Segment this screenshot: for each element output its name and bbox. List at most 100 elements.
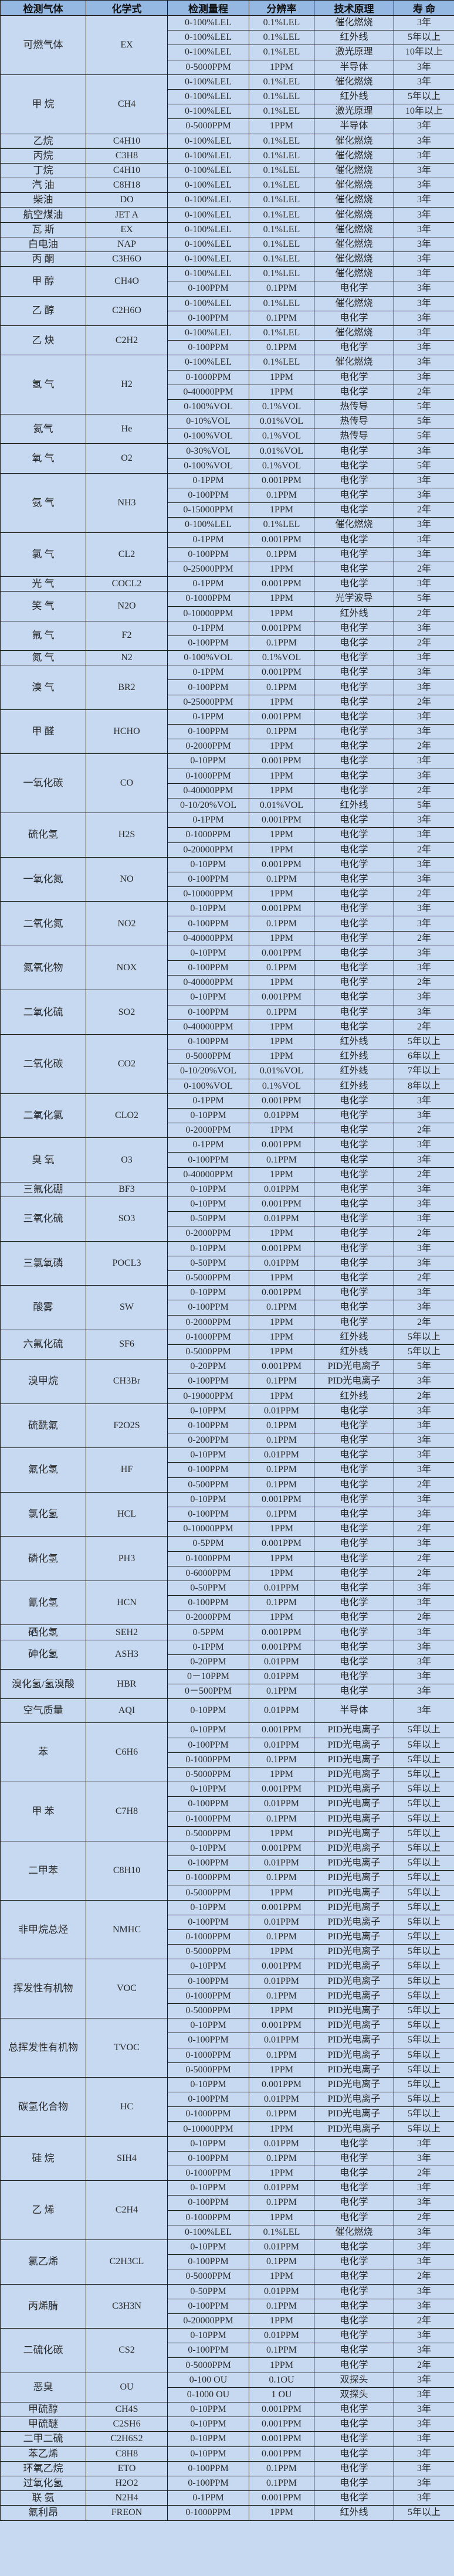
range-cell: 0-50PPM	[167, 2283, 249, 2299]
range-cell: 0-5000PPM	[167, 1049, 249, 1065]
lifespan-cell: 3年	[394, 2461, 454, 2476]
range-cell: 0-100 OU	[167, 2372, 249, 2388]
formula-cell: C3H3N	[86, 2283, 168, 2329]
principle-cell: 电化学	[314, 813, 394, 828]
table-row: 0-5000PPM 1PPM 电化学 2年	[1, 1270, 454, 1286]
formula-cell: HF	[86, 1447, 168, 1493]
lifespan-cell: 5年	[394, 414, 454, 430]
resolution-cell: 0.1PPM	[249, 487, 314, 504]
lifespan-cell: 2年	[394, 1226, 454, 1242]
range-cell: 0-100PPM	[167, 2461, 249, 2476]
resolution-cell: 0.1PPM	[249, 679, 314, 695]
principle-cell: 半导体	[314, 1698, 394, 1724]
lifespan-cell: 3年	[394, 251, 454, 267]
gas-name-cell: 丙 酮	[0, 251, 86, 267]
lifespan-cell: 3年	[394, 1432, 454, 1449]
table-row: 0-6000PPM 1PPM 电化学 2年	[1, 1565, 454, 1581]
principle-cell: 催化燃烧	[314, 192, 394, 208]
range-cell: 0-100%LEL	[167, 15, 249, 31]
principle-cell: 电化学	[314, 709, 394, 725]
formula-cell: ASH3	[86, 1639, 168, 1670]
formula-cell: HCHO	[86, 709, 168, 755]
lifespan-cell: 3年	[394, 813, 454, 828]
formula-cell: SEH2	[86, 1625, 168, 1640]
table-row: 0-5000PPM 1PPM 半导体 3年	[1, 118, 454, 134]
range-cell: 0-5000PPM	[167, 1766, 249, 1783]
resolution-cell: 0.01PPM	[249, 2136, 314, 2152]
formula-cell: F2	[86, 620, 168, 651]
range-cell: 0-10PPM	[167, 1698, 249, 1724]
range-cell: 0-100%VOL	[167, 458, 249, 474]
table-row: 0-10000PPM 1PPM 红外线 2年	[1, 606, 454, 621]
lifespan-cell: 3年	[394, 2150, 454, 2167]
principle-cell: 红外线	[314, 2505, 394, 2521]
lifespan-cell: 5年以上	[394, 1929, 454, 1945]
formula-cell: JET A	[86, 207, 168, 223]
lifespan-cell: 3年	[394, 59, 454, 75]
range-cell: 0-2000PPM	[167, 1226, 249, 1242]
lifespan-cell: 3年	[394, 1580, 454, 1596]
table-row: 0-40000PPM 1PPM 电化学 2年	[1, 384, 454, 400]
resolution-cell: 0.1PPM	[249, 1462, 314, 1478]
table-row: 恶臭 OU 0-100 OU 0.1OU 双探头 3年	[0, 2372, 454, 2403]
principle-cell: 电化学	[314, 2328, 394, 2344]
lifespan-cell: 5年	[394, 429, 454, 444]
table-row: 0-100PPM 0.01PPM PID光电离子 5年以上	[1, 1914, 454, 1931]
resolution-cell: 1PPM	[249, 2003, 314, 2019]
principle-cell: 电化学	[314, 532, 394, 548]
table-row: 溴化氢/氢溴酸 HBR 0－10PPM 0.01PPM 电化学 3年	[0, 1668, 454, 1700]
resolution-cell: 0.01PPM	[249, 1255, 314, 1271]
range-cell: 0-5000PPM	[167, 59, 249, 75]
formula-cell: NAP	[86, 236, 168, 253]
table-row: 0－500PPM 0.1PPM 电化学 3年	[1, 1684, 454, 1700]
lifespan-cell: 2年	[394, 1521, 454, 1537]
principle-cell: 半导体	[314, 118, 394, 134]
table-row: 0-100%LEL 0.1%LEL 催化燃烧 3年	[1, 517, 454, 533]
lifespan-cell: 2年	[394, 694, 454, 710]
lifespan-cell: 5年以上	[394, 1855, 454, 1871]
resolution-cell: 1PPM	[249, 768, 314, 784]
principle-cell: 电化学	[314, 487, 394, 504]
principle-cell: 催化燃烧	[314, 207, 394, 223]
range-cell: 0-1000PPM	[167, 1929, 249, 1945]
resolution-cell: 0.1PPM	[249, 340, 314, 356]
range-cell: 0-10PPM	[167, 1491, 249, 1507]
principle-cell: 催化燃烧	[314, 133, 394, 149]
principle-cell: 电化学	[314, 561, 394, 577]
range-cell: 0-100%LEL	[167, 148, 249, 164]
range-cell: 0-100%LEL	[167, 104, 249, 120]
principle-cell: 电化学	[314, 2343, 394, 2358]
range-cell: 0-100%LEL	[167, 355, 249, 371]
range-cell: 0-100PPM	[167, 1034, 249, 1050]
table-row: 0-15000PPM 1PPM 电化学 2年	[1, 502, 454, 518]
lifespan-cell: 5年以上	[394, 1973, 454, 1989]
range-cell: 0-10000PPM	[167, 606, 249, 621]
gas-name-cell: 过氧化氢	[0, 2475, 86, 2492]
lifespan-cell: 3年	[394, 2254, 454, 2270]
lifespan-cell: 3年	[394, 1181, 454, 1198]
gas-name-cell: 甲 醇	[0, 266, 86, 297]
range-cell: 0-100PPM	[167, 340, 249, 356]
range-cell: 0-10%VOL	[167, 414, 249, 430]
resolution-cell: 0.001PPM	[249, 1899, 314, 1915]
lifespan-cell: 3年	[394, 576, 454, 592]
gas-name-cell: 瓦 斯	[0, 222, 86, 237]
lifespan-cell: 3年	[394, 2431, 454, 2447]
range-cell: 0-10PPM	[167, 1782, 249, 1797]
table-row: 0-5000PPM 1PPM PID光电离子 5年以上	[1, 1826, 454, 1841]
range-cell: 0-200PPM	[167, 1432, 249, 1449]
range-cell: 0-2000PPM	[167, 739, 249, 755]
resolution-cell: 0.1%LEL	[249, 207, 314, 223]
lifespan-cell: 5年以上	[394, 1766, 454, 1783]
table-row: 0-100PPM 0.1PPM 电化学 3年	[1, 916, 454, 932]
range-cell: 0-100PPM	[167, 2343, 249, 2358]
table-row: 磷化氢 PH3 0-5PPM 0.001PPM 电化学 3年	[0, 1536, 454, 1581]
resolution-cell: 0.1%LEL	[249, 2224, 314, 2240]
table-row: 0-100PPM 0.1PPM PID光电离子 3年	[1, 1374, 454, 1389]
table-row: 氰化氢 HCN 0-50PPM 0.01PPM 电化学 3年	[0, 1580, 454, 1626]
range-cell: 0-100%LEL	[167, 295, 249, 311]
table-row: 总挥发性有机物 TVOC 0-10PPM 0.001PPM PID光电离子 5年以上	[0, 2018, 454, 2078]
table-row: 氢 气 H2 0-100%LEL 0.1%LEL 催化燃烧 3年	[0, 355, 454, 415]
resolution-cell: 0.001PPM	[249, 813, 314, 828]
principle-cell: 电化学	[314, 2461, 394, 2476]
